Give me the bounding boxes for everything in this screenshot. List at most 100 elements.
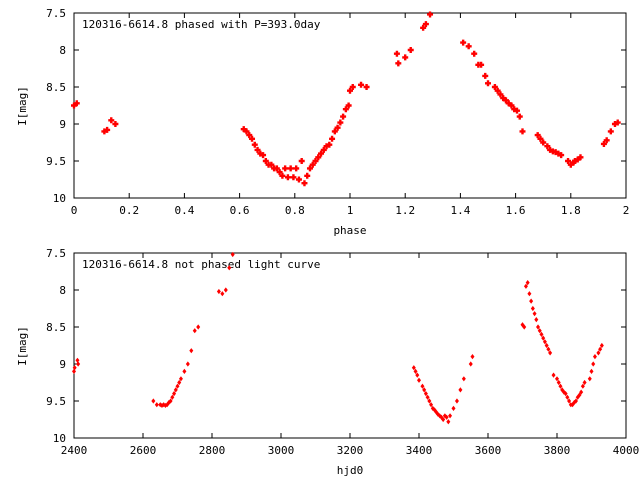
y-tick-label: 10 — [53, 192, 66, 205]
data-point — [251, 141, 258, 148]
data-point — [165, 402, 170, 408]
plot-frame — [73, 252, 627, 439]
axis-ticks: 0 0.2 0.4 0.6 0.8 1 1.2 1.4 1.6 1.8 2 7.5 8 8.5 9 9.5 10 — [46, 7, 629, 217]
y-tick-label: 8.5 — [46, 81, 66, 94]
data-point — [555, 376, 559, 382]
data-point — [309, 161, 316, 168]
y-tick-label: 9.5 — [46, 155, 66, 168]
y-tick-label: 10 — [53, 432, 66, 445]
data-point — [260, 152, 267, 159]
data-point — [500, 95, 507, 102]
x-tick-label: 4000 — [613, 444, 640, 457]
data-point — [75, 357, 80, 363]
data-point — [312, 158, 319, 164]
data-point — [599, 342, 604, 349]
data-point — [519, 128, 526, 135]
data-point — [395, 60, 402, 67]
data-point — [72, 368, 76, 374]
data-point — [454, 398, 459, 404]
x-tick-label: 0 — [71, 204, 78, 217]
data-point — [71, 102, 77, 109]
data-point — [220, 291, 225, 297]
data-point — [108, 117, 115, 124]
data-point — [243, 128, 250, 135]
data-point — [334, 124, 341, 131]
data-point — [347, 87, 353, 94]
data-point — [427, 11, 434, 18]
x-tick-label: 3400 — [406, 444, 433, 457]
data-point — [485, 80, 491, 87]
data-point — [444, 414, 449, 420]
y-tick-label: 9.5 — [46, 395, 66, 408]
phased-light-curve-panel: 120316-6614.8 phased with P=393.0day pha… — [16, 7, 629, 237]
data-point — [393, 50, 400, 57]
data-point — [577, 392, 582, 398]
data-point — [571, 158, 578, 164]
data-point — [596, 350, 601, 356]
data-point — [536, 324, 541, 330]
data-point — [567, 398, 572, 404]
data-point — [534, 317, 539, 323]
data-point — [425, 394, 430, 400]
data-point — [295, 176, 302, 183]
data-point — [587, 376, 592, 382]
data-point — [420, 383, 425, 389]
data-point — [192, 328, 197, 334]
data-point — [284, 174, 291, 181]
data-point — [441, 416, 446, 423]
data-points — [72, 251, 604, 425]
data-point — [572, 399, 577, 406]
x-axis-label: phase — [333, 224, 366, 237]
data-point — [413, 368, 418, 374]
data-point — [555, 150, 562, 157]
data-point — [558, 383, 563, 389]
data-point — [446, 419, 451, 425]
data-point — [565, 394, 570, 400]
data-point — [240, 126, 247, 133]
y-tick-label: 7.5 — [46, 7, 66, 20]
data-point — [329, 135, 336, 142]
data-point — [529, 298, 534, 304]
data-point — [567, 161, 574, 168]
data-point — [273, 165, 280, 172]
y-axis-label: I[mag] — [16, 326, 29, 366]
data-point — [282, 165, 289, 172]
data-point — [508, 102, 515, 109]
data-point — [497, 91, 504, 98]
data-points — [71, 11, 621, 187]
data-point — [582, 379, 587, 386]
data-point — [342, 106, 349, 113]
data-point — [551, 372, 556, 378]
data-point — [470, 354, 475, 360]
data-point — [422, 387, 427, 393]
data-point — [541, 335, 546, 341]
data-point — [516, 113, 523, 120]
data-point — [227, 265, 232, 271]
data-point — [230, 251, 235, 258]
data-point — [223, 287, 228, 293]
data-point — [287, 165, 294, 172]
chart-title: 120316-6614.8 not phased light curve — [82, 258, 320, 271]
data-point — [402, 54, 409, 61]
data-point — [540, 139, 547, 146]
data-point — [523, 283, 528, 289]
data-point — [293, 165, 300, 172]
data-point — [468, 361, 473, 367]
x-tick-label: 0.8 — [285, 204, 305, 217]
data-point — [600, 140, 607, 147]
data-point — [560, 387, 565, 393]
data-point — [448, 413, 453, 419]
data-point — [478, 61, 485, 68]
y-tick-label: 9 — [59, 358, 66, 371]
data-point — [73, 100, 80, 107]
data-point — [189, 348, 194, 354]
data-point — [323, 143, 330, 150]
unphased-light-curve-panel: 120316-6614.8 not phased light curve hjd… — [16, 247, 639, 477]
x-tick-label: 3000 — [268, 444, 295, 457]
data-point — [570, 159, 577, 166]
data-point — [532, 311, 537, 317]
data-point — [407, 47, 414, 53]
data-point — [565, 158, 572, 164]
data-point — [166, 399, 171, 406]
data-point — [451, 405, 456, 411]
